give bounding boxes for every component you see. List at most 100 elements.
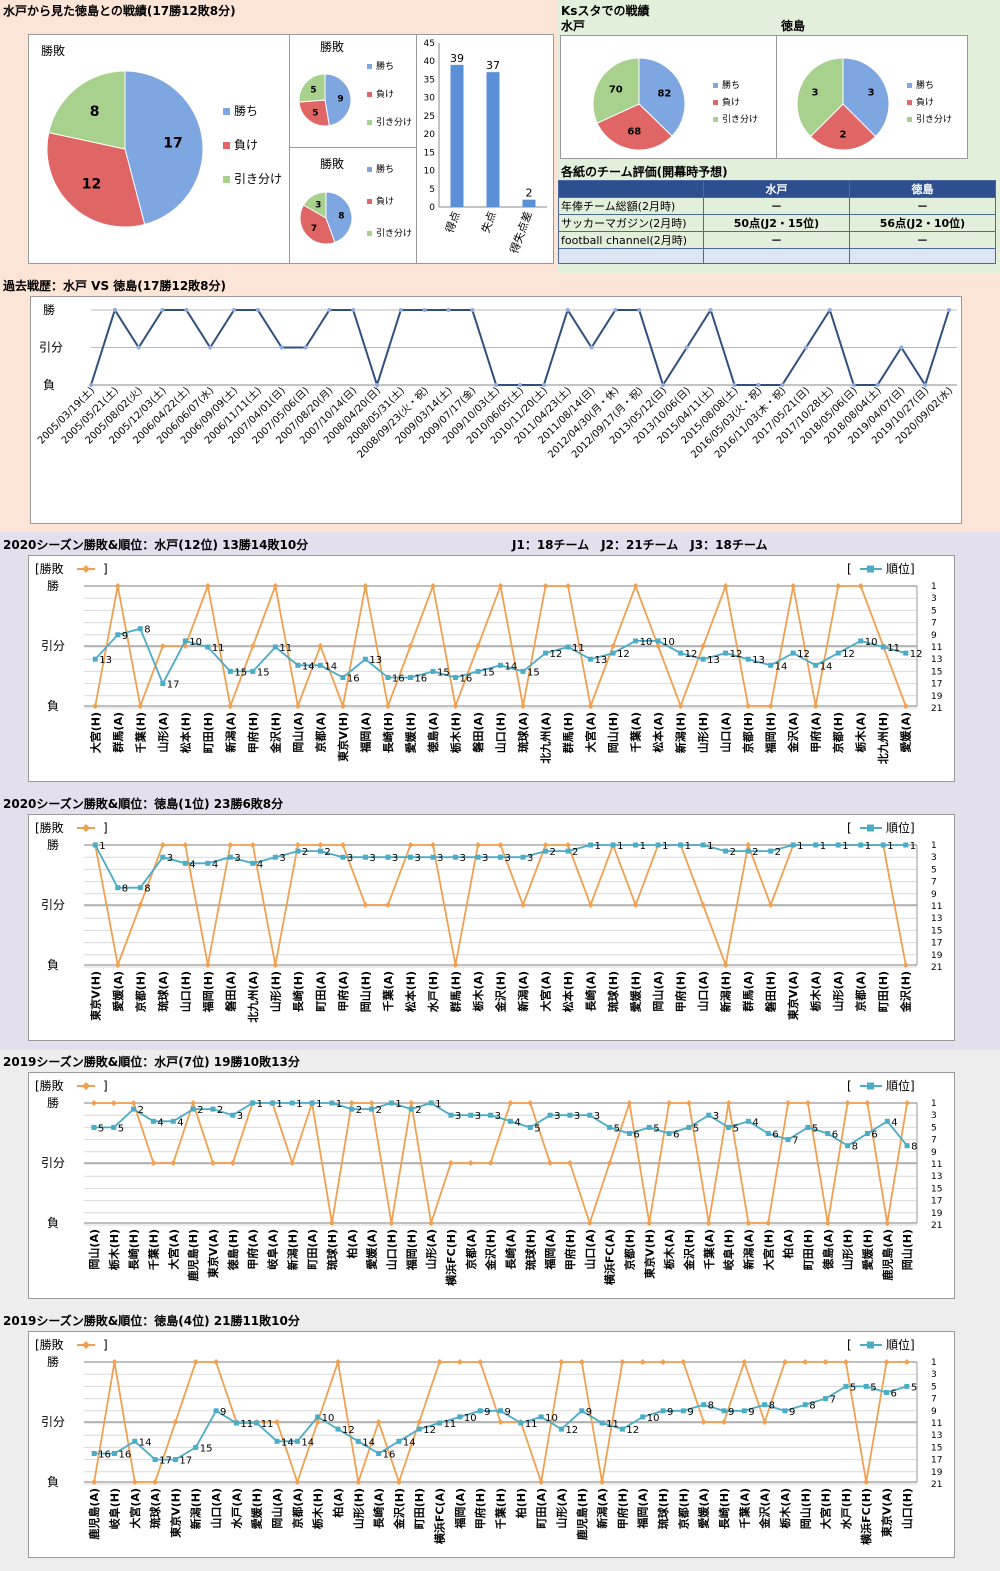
rank-value-label: 1	[316, 1099, 322, 1110]
opponent-label: 水戸(H)	[426, 971, 440, 1012]
result-line	[93, 1100, 908, 1226]
y-label-win: 勝	[47, 1095, 59, 1110]
mito-2020-title: 2020シーズン勝敗&順位：水戸(12位) 13勝14敗10分	[3, 538, 309, 552]
rank-value-label: 14	[301, 1437, 314, 1448]
rank-value-label: 7	[792, 1136, 798, 1147]
result-point	[566, 1160, 573, 1166]
result-point	[507, 1100, 514, 1106]
rank-value-label: 12	[617, 649, 630, 660]
rank-value-label: 9	[748, 1407, 754, 1418]
rank-point	[610, 842, 616, 848]
rank-value-label: 2	[775, 847, 781, 858]
rank-value-label: 9	[687, 1407, 693, 1418]
rank-value-label: 15	[437, 667, 450, 678]
legend-swatch	[713, 100, 718, 105]
rank-point	[765, 1131, 771, 1136]
rank-value-label: 11	[212, 643, 225, 654]
rank-value-label: 1	[797, 841, 803, 852]
rank-value-label: 2	[376, 1105, 382, 1116]
result-point	[720, 1419, 727, 1425]
opponent-label: 愛媛(A)	[111, 971, 125, 1012]
opponent-label: 甲府(H)	[246, 712, 260, 753]
rank-value-label: 14	[403, 1437, 416, 1448]
rank-value-label: 2	[197, 1105, 203, 1116]
rank-point	[607, 1124, 613, 1130]
opponent-label: 町田(H)	[802, 1229, 815, 1270]
history-point	[136, 345, 141, 350]
result-point	[362, 583, 369, 589]
rank-point	[527, 1124, 533, 1130]
mito-2019-chart-box: [勝敗][順位] 勝引分負 1 3 5 7 9 11 13 15 17 19 21 5 5 2 4 4 2 2 3 1 1 1…	[28, 1072, 955, 1299]
result-point	[587, 703, 594, 709]
rank-point	[599, 1420, 605, 1426]
result-point	[487, 1160, 494, 1166]
rank-value-label: 12	[797, 649, 810, 660]
rank-value-label: 12	[730, 649, 743, 660]
rank-point	[295, 662, 301, 668]
y-label-draw: 引分	[41, 1156, 65, 1170]
rank-value-label: 8	[911, 1142, 917, 1153]
rank-value-label: 15	[527, 667, 540, 678]
legend-swatch	[223, 108, 230, 115]
eval-row-label	[558, 248, 704, 264]
rank-point	[477, 1408, 483, 1414]
opponent-label: 栃木(A)	[809, 971, 823, 1012]
history-point	[184, 308, 189, 312]
rank-value-label: 5	[850, 1382, 856, 1393]
rank-value-label: 16	[383, 1450, 396, 1461]
rank-value-label: 4	[257, 859, 263, 870]
rank-value-label: 1	[820, 841, 826, 852]
opponent-label: 京都(H)	[676, 1488, 690, 1529]
opponent-label: 千葉(A)	[381, 971, 395, 1012]
legend-rank-open: [	[847, 1079, 852, 1093]
rank-point	[610, 650, 616, 656]
pie-value-label: 68	[627, 127, 641, 138]
opponent-label: 金沢(H)	[268, 712, 282, 754]
result-point	[474, 643, 481, 649]
opponent-label: 岐阜(H)	[722, 1229, 736, 1270]
rank-value-label: 12	[423, 1425, 436, 1436]
result-point	[388, 1220, 395, 1226]
result-point	[368, 1100, 375, 1106]
result-point	[90, 1100, 97, 1106]
legend-result-close: ]	[103, 1338, 108, 1352]
bar-value-label: 39	[450, 52, 464, 65]
rank-value-label: 16	[459, 674, 472, 685]
rank-value-label: 8	[144, 625, 150, 636]
opponent-label: 新潟(A)	[595, 1488, 609, 1529]
rank-value-label: 13	[369, 655, 382, 666]
legend-swatch	[367, 92, 372, 97]
result-point	[477, 1359, 484, 1365]
result-point	[384, 902, 391, 908]
rank-point	[903, 650, 909, 656]
history-point	[160, 308, 165, 312]
rank-tick-label: 3	[931, 594, 937, 604]
rank-tick-label: 15	[931, 1184, 942, 1194]
legend-label: 勝ち	[234, 103, 258, 118]
opponent-label: 愛媛(H)	[250, 1488, 264, 1529]
y-label-loss: 負	[47, 1216, 59, 1230]
opponent-label: 町田(H)	[202, 712, 215, 753]
rank-point	[408, 1106, 414, 1112]
rank-value-label: 4	[514, 1117, 520, 1128]
result-point	[705, 1220, 712, 1226]
rank-value-label: 8	[144, 884, 150, 895]
rank-value-label: 3	[414, 853, 420, 864]
rank-tick-label: 19	[931, 951, 943, 961]
result-point	[884, 1220, 891, 1226]
rank-point	[726, 1124, 732, 1130]
opponent-label: 栃木(H)	[448, 712, 462, 753]
pie-value-label: 2	[840, 130, 847, 141]
rank-point	[686, 1124, 692, 1130]
result-point	[229, 1160, 236, 1166]
rank-point	[835, 650, 841, 656]
opponent-label: 徳島(A)	[426, 712, 440, 754]
rank-tick-label: 9	[931, 1407, 937, 1417]
rank-point	[790, 650, 796, 656]
rank-point	[701, 1402, 707, 1408]
y-tick-label: 5	[429, 185, 435, 195]
history-point	[398, 308, 403, 312]
legend-swatch	[367, 231, 372, 236]
result-point	[130, 1100, 137, 1106]
rank-value-label: 1	[435, 1099, 441, 1110]
